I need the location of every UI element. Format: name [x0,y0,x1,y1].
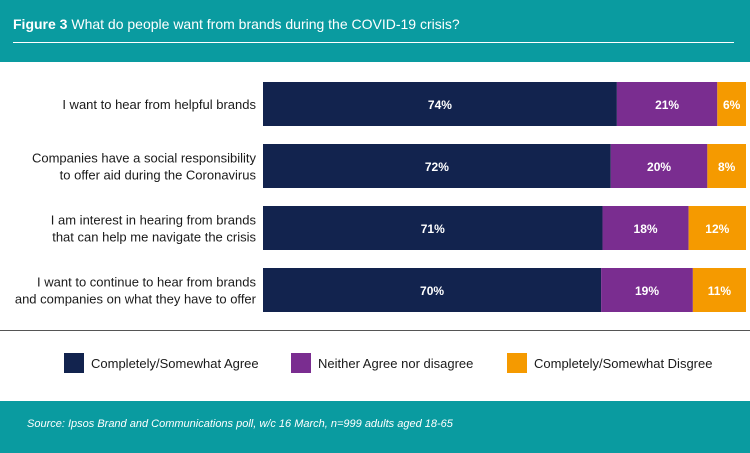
bar-segment-neither [601,268,693,312]
legend-item-neither: Neither Agree nor disagree [291,352,473,374]
legend-swatch-disagree [507,353,527,373]
figure-title: Figure 3 What do people want from brands… [13,16,460,32]
bar-segment-agree [263,206,603,250]
data-label-disagree: 12% [705,222,729,236]
bar-segment-disagree [692,268,746,312]
data-label-agree: 71% [421,222,445,236]
legend-swatch-neither [291,353,311,373]
data-label-neither: 20% [647,160,671,174]
stacked-bar-chart: I want to hear from helpful brands 74% 21%… [15,82,746,312]
legend-item-agree: Completely/Somewhat Agree [64,352,259,374]
data-label-neither: 19% [635,284,659,298]
data-label-agree: 70% [420,284,444,298]
data-label-agree: 74% [428,98,452,112]
data-label-disagree: 6% [723,98,741,112]
legend-label-disagree: Completely/Somewhat Disgree [534,355,713,371]
data-label-disagree: 11% [708,284,732,298]
category-label: I want to continue to hear from brands an… [15,275,257,307]
source-note: Source: Ipsos Brand and Communications p… [27,418,453,430]
legend-swatch-agree [64,353,84,373]
data-label-agree: 72% [425,160,449,174]
category-label: I am interest in hearing from brands that… [51,213,257,245]
bar-segment-neither [610,144,708,188]
legend-label-neither: Neither Agree nor disagree [318,355,474,371]
data-label-neither: 21% [655,98,679,112]
header-rule [13,42,734,43]
bar-segment-agree [263,268,602,312]
figure-title-text: What do people want from brands during t… [71,16,460,32]
legend-label-agree: Completely/Somewhat Agree [91,355,259,371]
bar-segment-disagree [688,206,746,250]
figure-footer: Source: Ipsos Brand and Communications p… [0,401,750,453]
figure-label: Figure 3 [13,16,68,32]
chart-legend: Completely/Somewhat Agree Neither Agree … [0,352,750,374]
chart-divider [0,330,750,331]
bar-segment-disagree [717,82,746,126]
bar-segment-neither [602,206,689,250]
data-label-neither: 18% [634,222,658,236]
legend-item-disagree: Completely/Somewhat Disgree [507,352,712,374]
category-label: I want to hear from helpful brands [62,97,256,112]
bar-segment-disagree [707,144,746,188]
data-label-disagree: 8% [718,160,736,174]
bar-segment-agree [263,82,617,126]
category-label: Companies have a social responsibility to… [32,151,257,183]
bar-segment-agree [263,144,611,188]
figure-header: Figure 3 What do people want from brands… [0,0,750,62]
bar-segment-neither [616,82,718,126]
